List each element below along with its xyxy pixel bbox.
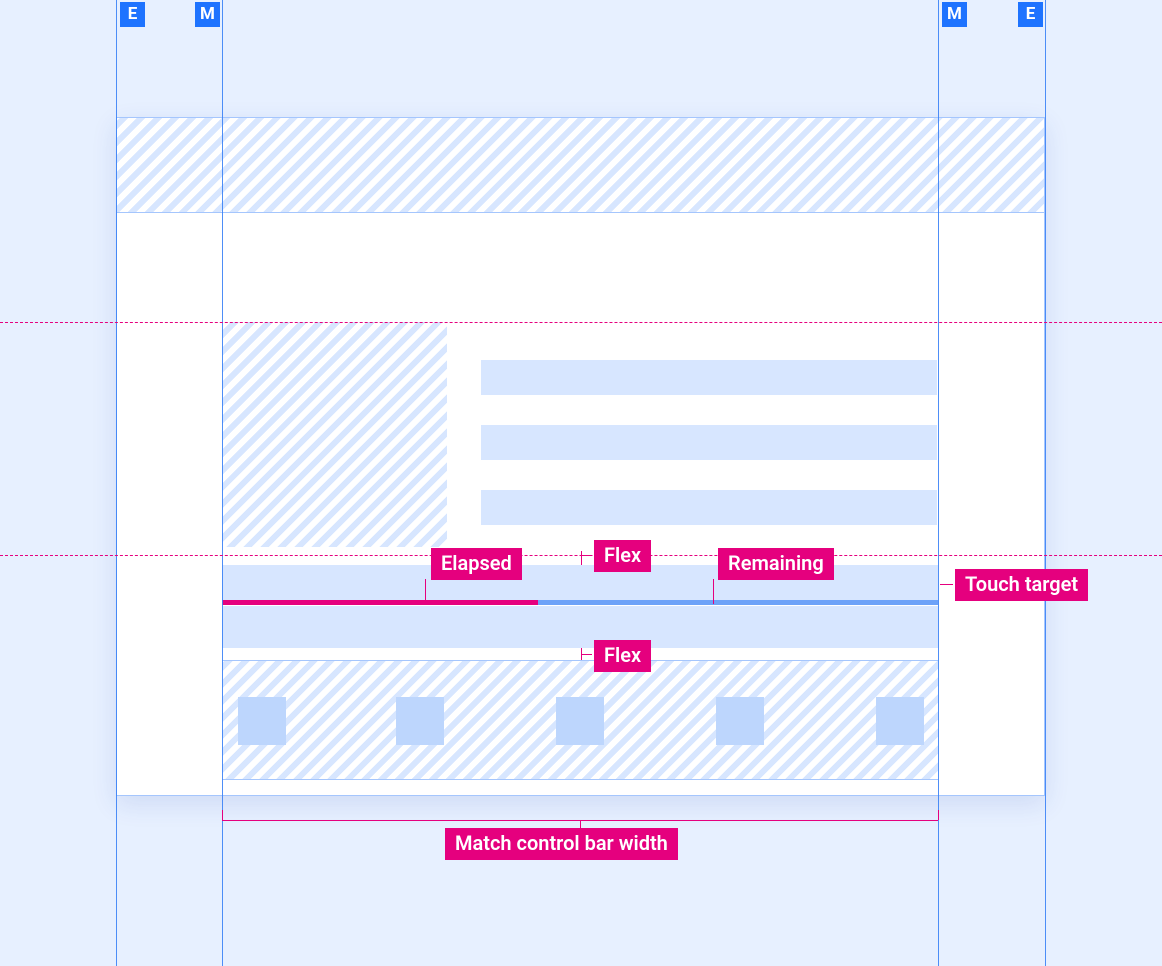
thumbnail-placeholder bbox=[222, 322, 447, 547]
measure-center-tick bbox=[580, 820, 581, 828]
guide-content-top bbox=[0, 322, 1162, 323]
control-button-1[interactable] bbox=[238, 697, 286, 745]
anno-touch-target: Touch target bbox=[955, 569, 1088, 601]
control-button-3[interactable] bbox=[556, 697, 604, 745]
measure-end-left bbox=[222, 810, 223, 820]
tick-touch-target bbox=[940, 584, 953, 585]
guide-e-right bbox=[1045, 0, 1046, 966]
guide-m-right bbox=[938, 0, 939, 966]
marker-m-left: M bbox=[195, 2, 220, 27]
measure-end-right bbox=[938, 810, 939, 820]
tick-flex-top-v bbox=[581, 551, 582, 565]
tick-elapsed bbox=[425, 579, 426, 604]
anno-match-width: Match control bar width bbox=[445, 828, 678, 860]
tick-flex-bottom-h bbox=[581, 654, 592, 655]
diagram-stage: E M M E Elapsed Flex Remaining Touch tar… bbox=[0, 0, 1162, 966]
tick-remaining bbox=[713, 579, 714, 604]
anno-elapsed: Elapsed bbox=[431, 548, 522, 580]
control-button-2[interactable] bbox=[396, 697, 444, 745]
text-line-1 bbox=[481, 360, 937, 395]
anno-flex-top: Flex bbox=[594, 540, 651, 572]
guide-e-left bbox=[116, 0, 117, 966]
marker-e-right: E bbox=[1018, 2, 1043, 27]
progress-elapsed bbox=[222, 600, 538, 605]
text-line-2 bbox=[481, 425, 937, 460]
guide-m-left bbox=[222, 0, 223, 966]
text-line-3 bbox=[481, 490, 937, 525]
anno-flex-bottom: Flex bbox=[594, 640, 651, 672]
control-button-4[interactable] bbox=[716, 697, 764, 745]
header-band bbox=[117, 118, 1044, 213]
tick-flex-top-h bbox=[581, 555, 592, 556]
control-button-5[interactable] bbox=[876, 697, 924, 745]
marker-m-right: M bbox=[942, 2, 967, 27]
below-track-band bbox=[222, 606, 938, 648]
marker-e-left: E bbox=[120, 2, 145, 27]
anno-remaining: Remaining bbox=[718, 548, 834, 580]
